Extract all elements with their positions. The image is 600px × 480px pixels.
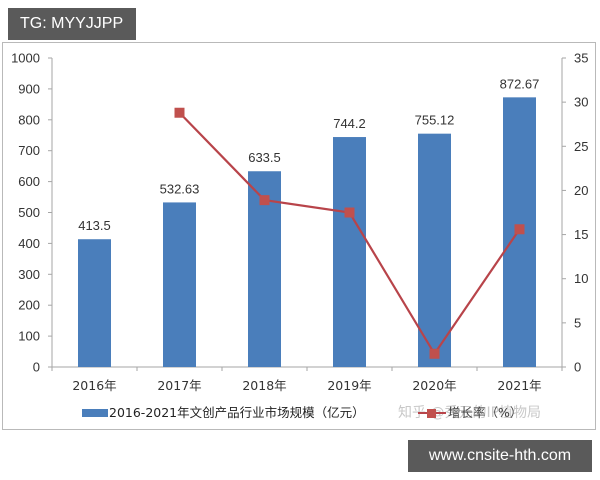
bar-2017年 <box>163 202 196 367</box>
bar-value-label: 532.63 <box>160 181 200 196</box>
left-tick-label: 500 <box>18 205 40 220</box>
bar-value-label: 872.67 <box>500 76 540 91</box>
growth-rate-marker <box>429 348 440 359</box>
growth-rate-marker <box>174 107 185 118</box>
legend-line-marker <box>427 409 436 418</box>
x-category-label: 2017年 <box>157 378 201 393</box>
x-category-label: 2021年 <box>497 378 541 393</box>
left-tick-label: 600 <box>18 174 40 189</box>
legend-bar-swatch <box>82 409 108 417</box>
left-tick-label: 1000 <box>11 51 40 66</box>
x-category-label: 2020年 <box>412 378 456 393</box>
watermark-top-tag: TG: MYYJJPP <box>8 8 136 40</box>
left-tick-label: 200 <box>18 298 40 313</box>
watermark-bottom-tag: www.cnsite-hth.com <box>408 440 592 472</box>
right-tick-label: 5 <box>574 315 581 330</box>
left-tick-label: 0 <box>33 360 40 375</box>
legend-line-label: 增长率（%） <box>448 405 522 420</box>
right-tick-label: 0 <box>574 360 581 375</box>
bar-value-label: 413.5 <box>78 218 111 233</box>
left-tick-label: 900 <box>18 81 40 96</box>
x-category-label: 2018年 <box>242 378 286 393</box>
left-tick-label: 100 <box>18 329 40 344</box>
growth-rate-marker <box>259 195 270 206</box>
left-tick-label: 800 <box>18 112 40 127</box>
bar-2020年 <box>418 133 451 367</box>
bar-2019年 <box>333 137 366 367</box>
growth-rate-marker <box>344 207 355 218</box>
bar-value-label: 633.5 <box>248 150 281 165</box>
right-tick-label: 10 <box>574 271 588 286</box>
left-tick-label: 400 <box>18 236 40 251</box>
left-tick-label: 700 <box>18 143 40 158</box>
bar-2016年 <box>78 239 111 367</box>
legend-bar-label: 2016-2021年文创产品行业市场规模（亿元） <box>109 405 365 420</box>
right-tick-label: 15 <box>574 227 588 242</box>
right-tick-label: 25 <box>574 139 588 154</box>
right-tick-label: 35 <box>574 51 588 66</box>
right-tick-label: 20 <box>574 183 588 198</box>
growth-rate-marker <box>514 224 525 235</box>
x-category-label: 2019年 <box>327 378 371 393</box>
bar-value-label: 744.2 <box>333 116 366 131</box>
x-category-label: 2016年 <box>72 378 116 393</box>
right-tick-label: 30 <box>574 95 588 110</box>
bar-value-label: 755.12 <box>415 113 455 128</box>
left-tick-label: 300 <box>18 267 40 282</box>
